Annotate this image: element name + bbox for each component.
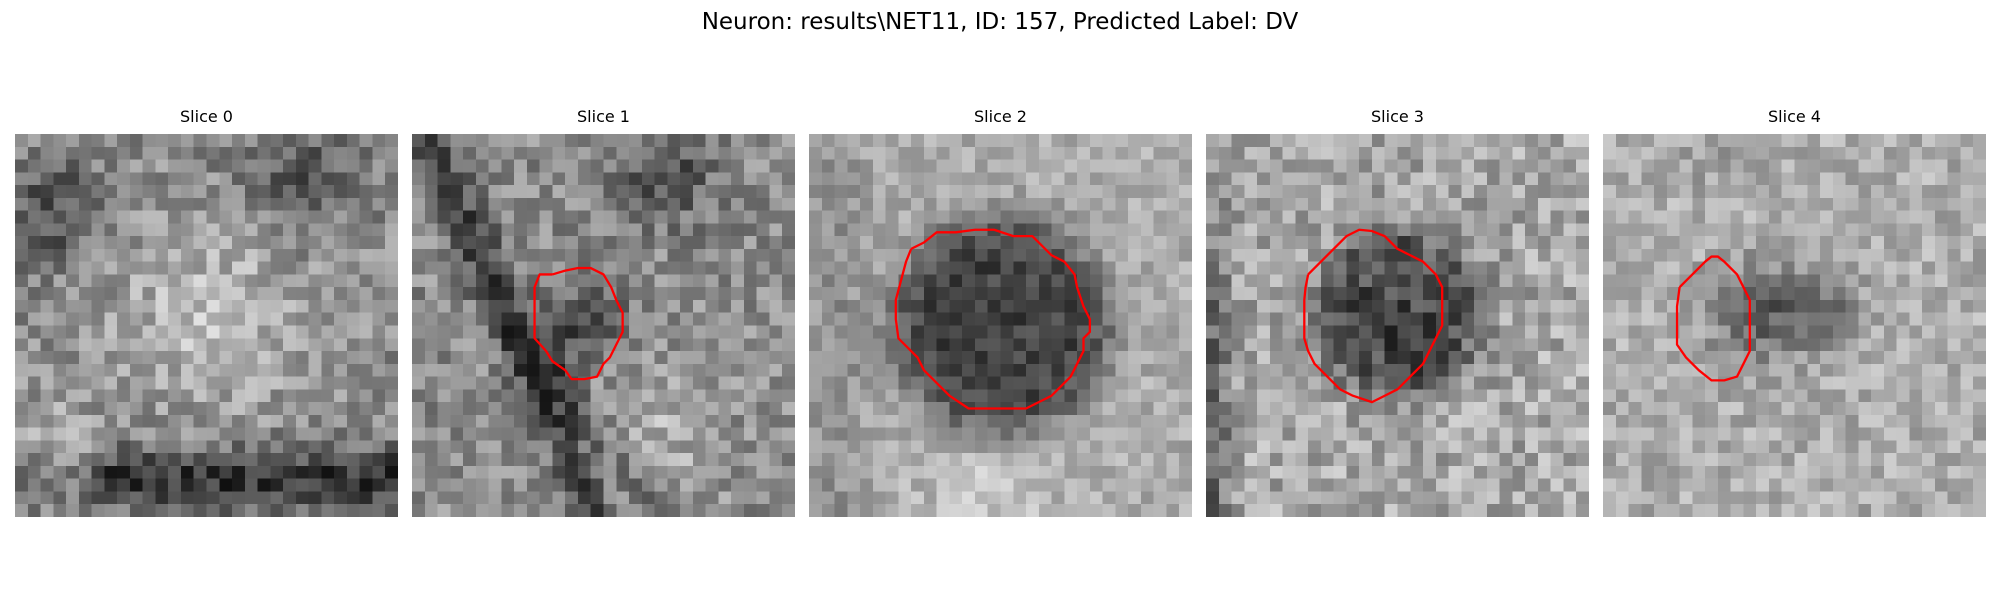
slice-panel-4: Slice 4	[1603, 106, 1986, 517]
microscopy-image-slice-4	[1603, 134, 1986, 517]
slice-title-3: Slice 3	[1371, 107, 1424, 126]
slice-title-0: Slice 0	[180, 107, 233, 126]
slice-panel-0: Slice 0	[15, 106, 398, 517]
slice-panel-1: Slice 1	[412, 106, 795, 517]
slice-title-2: Slice 2	[974, 107, 1027, 126]
slice-panel-3: Slice 3	[1206, 106, 1589, 517]
slice-panel-2: Slice 2	[809, 106, 1192, 517]
microscopy-image-slice-2	[809, 134, 1192, 517]
microscopy-image-slice-3	[1206, 134, 1589, 517]
microscopy-image-slice-1	[412, 134, 795, 517]
microscopy-image-slice-0	[15, 134, 398, 517]
slice-title-1: Slice 1	[577, 107, 630, 126]
roi-contour-slice-3	[1303, 228, 1444, 404]
roi-contour-slice-4	[1675, 255, 1751, 382]
roi-contour-slice-1	[533, 266, 624, 381]
slice-title-4: Slice 4	[1768, 107, 1821, 126]
roi-contour-slice-2	[894, 228, 1092, 410]
figure-title: Neuron: results\NET11, ID: 157, Predicte…	[701, 9, 1299, 35]
